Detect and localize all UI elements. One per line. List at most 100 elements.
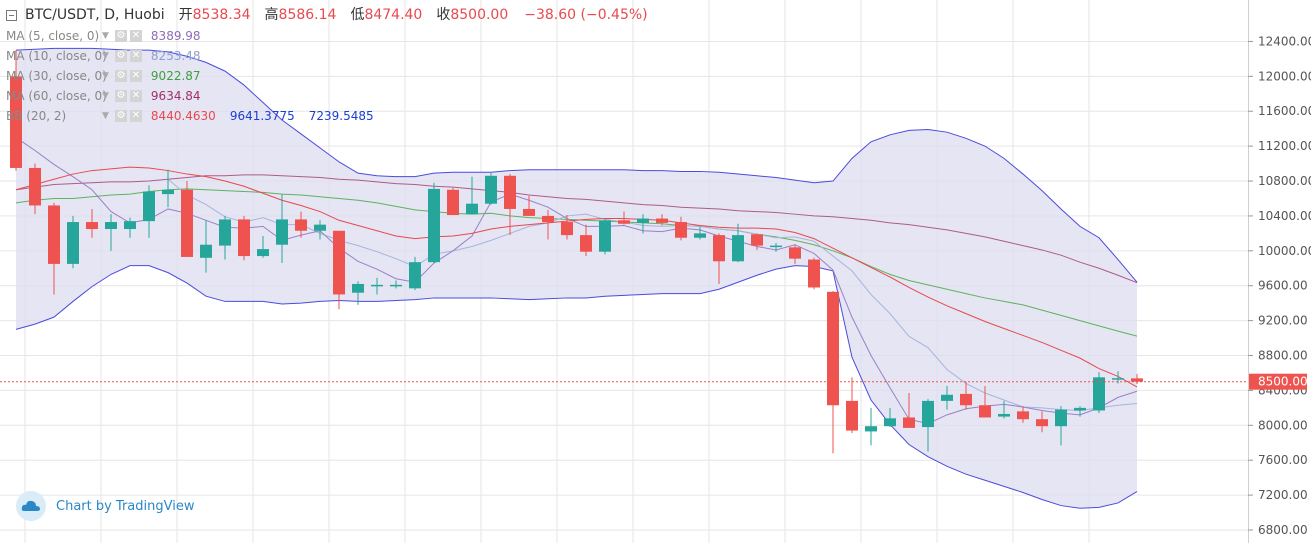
candle-body [333,230,345,295]
axis-tick-label: 7200.00 [1258,488,1308,502]
chevron-down-icon[interactable]: ▼ [102,31,109,41]
candle [390,280,402,289]
collapse-icon[interactable] [6,9,17,21]
close-icon[interactable]: ✕ [129,70,142,82]
candles [10,50,1143,454]
close-icon[interactable]: ✕ [129,110,142,122]
gear-icon[interactable]: ⚙ [114,70,127,82]
candle-body [789,247,801,259]
candle [979,386,991,418]
candle-body [314,224,326,231]
candle-body [257,249,269,257]
candle [884,407,896,428]
bollinger-band [15,47,1138,509]
candle [922,399,934,452]
axis-tick-label: 8000.00 [1258,418,1308,432]
candle [960,381,972,410]
gear-icon[interactable]: ⚙ [114,30,127,42]
indicator-row[interactable]: MA (5, close, 0) ▼ ⚙ ✕ 8389.98 [6,26,648,46]
candle [675,216,687,241]
gear-icon[interactable]: ⚙ [114,50,127,62]
indicator-row[interactable]: MA (60, close, 0) ▼ ⚙ ✕ 9634.84 [6,86,648,106]
candle-body [1074,407,1086,411]
candle [808,257,820,290]
axis-tick-label: 10400.00 [1258,209,1311,223]
candle-body [618,220,630,224]
candle-body [504,175,516,209]
candle-body [1055,409,1067,427]
indicator-row[interactable]: MA (30, close, 0) ▼ ⚙ ✕ 9022.87 [6,66,648,86]
candle-body [428,188,440,263]
low-value: 8474.40 [364,7,423,23]
candle-body [561,222,573,236]
band-upper-line [15,47,1138,283]
indicator-value: 8440.4630 [150,109,216,123]
candle [599,219,611,255]
candle [314,220,326,240]
candle-body [770,245,782,248]
candle-body [1112,378,1124,380]
indicator-row[interactable]: BB (20, 2) ▼ ⚙ ✕ 8440.4630 9641.3775 7239.5485 [6,106,648,126]
candle [257,235,269,258]
candle [998,400,1010,419]
chevron-down-icon[interactable]: ▼ [102,51,109,61]
candle [523,195,535,216]
candle [10,50,22,171]
tradingview-branding[interactable]: Chart by TradingView [16,491,194,521]
candle [200,220,212,273]
indicator-label: MA (30, close, 0) [6,69,107,83]
ma5-line [15,137,1138,425]
change-value: −38.60 (−0.45%) [524,7,648,23]
candle [941,386,953,410]
candle [561,215,573,240]
candle [770,242,782,252]
close-icon[interactable]: ✕ [129,30,142,42]
candle [276,194,288,264]
close-icon[interactable]: ✕ [129,90,142,102]
candle-body [713,235,725,262]
high-value: 8586.14 [278,7,337,23]
tradingview-link[interactable]: Chart by TradingView [56,498,195,514]
candle-body [903,417,915,428]
candle-body [675,222,687,238]
axis-tick-label: 12000.00 [1258,69,1311,83]
symbol-header: BTC/USDT, D, Huobi 开 8538.34 高 8586.14 低 84… [6,4,648,26]
indicator-label: MA (5, close, 0) [6,29,100,43]
candle [789,244,801,264]
gear-icon[interactable]: ⚙ [114,90,127,102]
candle-body [732,235,744,262]
candle-body [485,175,497,204]
candle-body [656,218,668,223]
candle [409,256,421,291]
candle-body [352,283,364,293]
candle-body [637,218,649,223]
candle-body [29,167,41,206]
candle-body [846,400,858,431]
candle [295,211,307,238]
chevron-down-icon[interactable]: ▼ [102,111,109,121]
last-price-tag [1249,373,1307,390]
candle [504,174,516,236]
chevron-down-icon[interactable]: ▼ [102,91,109,101]
price-axis[interactable]: 6800.007200.007600.008000.008400.008800.… [1248,0,1311,543]
candle-body [1131,378,1143,382]
gear-icon[interactable]: ⚙ [114,110,127,122]
candle [865,407,877,446]
candle-body [48,205,60,264]
candle-body [751,234,763,246]
tradingview-cloud-icon [16,491,46,521]
candle-body [542,215,554,223]
candle-body [884,418,896,427]
indicator-row[interactable]: MA (10, close, 0) ▼ ⚙ ✕ 8253.48 [6,46,648,66]
axis-tick-label: 6800.00 [1258,523,1308,537]
candle-body [599,220,611,252]
candle [1093,372,1105,414]
indicator-label: MA (60, close, 0) [6,89,107,103]
candle-body [86,222,98,230]
high-label: 高 [264,7,279,23]
candle-body [371,284,383,287]
chevron-down-icon[interactable]: ▼ [102,71,109,81]
close-icon[interactable]: ✕ [129,50,142,62]
